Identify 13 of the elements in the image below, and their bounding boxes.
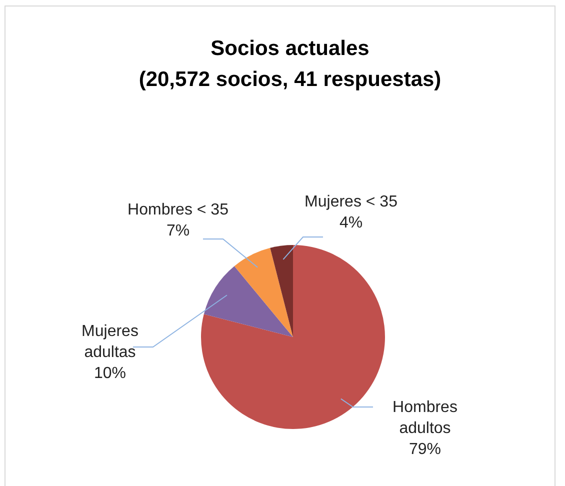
pie-slice [201,245,385,429]
pie-slice [270,245,293,337]
chart-title: Socios actuales (20,572 socios, 41 respuestas) [138,37,442,91]
data-label: 10% [94,365,126,382]
slice-label: Hombres adultos [392,399,458,437]
data-label: 79% [408,441,442,458]
data-label: 7% [166,222,190,240]
slice-label: Hombres < 35 [128,202,229,218]
pie-slice [234,248,293,337]
pie-slice [204,266,293,337]
data-label: 4% [339,214,363,232]
slice-label: Mujeres adultas [82,323,138,361]
slice-label: Mujeres < 35 [304,194,398,210]
